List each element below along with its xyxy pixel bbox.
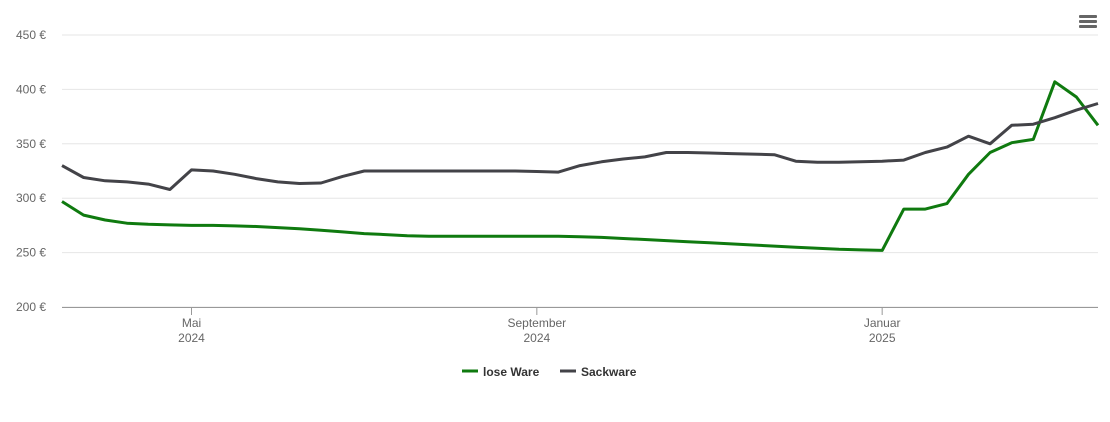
menu-bar <box>1079 25 1097 28</box>
y-tick-label: 350 € <box>16 137 46 151</box>
menu-bar <box>1079 15 1097 18</box>
legend-label: lose Ware <box>483 365 540 379</box>
y-tick-label: 400 € <box>16 82 46 96</box>
legend-item[interactable]: lose Ware <box>462 365 540 379</box>
series-line <box>61 80 1100 252</box>
legend-item[interactable]: Sackware <box>560 365 637 379</box>
x-tick-label: Mai <box>182 316 201 330</box>
x-tick-label: 2024 <box>523 331 550 345</box>
x-tick-label: Januar <box>864 316 901 330</box>
series-line <box>61 102 1099 191</box>
x-tick-label: September <box>507 316 566 330</box>
y-tick-label: 450 € <box>16 28 46 42</box>
x-tick-label: 2024 <box>178 331 205 345</box>
y-tick-label: 250 € <box>16 246 46 260</box>
y-tick-label: 200 € <box>16 300 46 314</box>
menu-bar <box>1079 20 1097 23</box>
x-tick-label: 2025 <box>869 331 896 345</box>
legend-label: Sackware <box>581 365 637 379</box>
menu-button[interactable] <box>1079 15 1097 28</box>
y-tick-label: 300 € <box>16 191 46 205</box>
